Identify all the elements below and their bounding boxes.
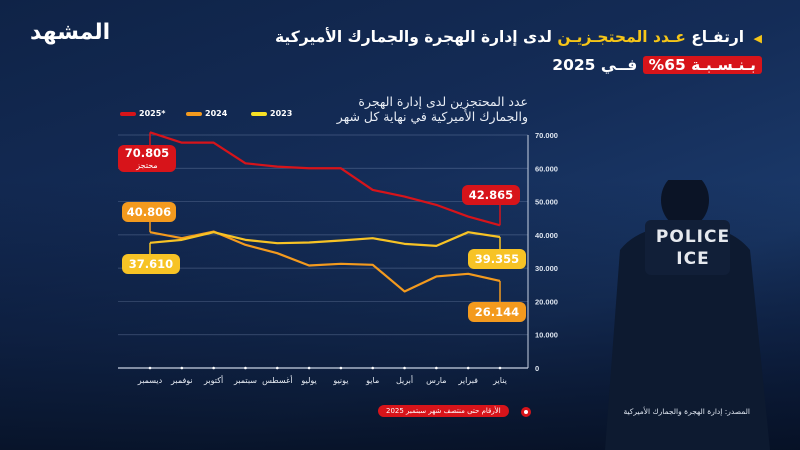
legend-item-2023: 2023	[251, 109, 292, 118]
triangle-bullet-icon: ◀	[753, 32, 762, 45]
x-tick-label: نوفمبر	[170, 376, 193, 385]
x-tick-label: ديسمبر	[137, 376, 163, 385]
chart-subtitle: عدد المحتجزين لدى إدارة الهجرة والجمارك …	[337, 94, 528, 124]
title-text-3: فــي 2025	[552, 56, 638, 74]
y-tick-label: 70.000	[535, 131, 558, 140]
page-title: ◀ ارتفـاع عـدد المحتجـزيـن لدى إدارة اله…	[275, 24, 762, 78]
x-tick-label: يناير	[492, 376, 507, 385]
y-tick-label: 50.000	[535, 198, 558, 207]
x-tick-mark	[148, 366, 152, 370]
x-tick-mark	[244, 366, 247, 370]
legend-swatch	[186, 111, 202, 116]
callout-box	[122, 202, 176, 222]
callout-box	[118, 145, 176, 172]
legend-item-2024: 2024	[186, 109, 227, 118]
brand-logo: المشهد	[30, 20, 111, 45]
legend-swatch	[251, 111, 267, 116]
x-tick-label: مايو	[365, 376, 379, 385]
x-tick-label: سبتمبر	[233, 376, 257, 385]
callout-value: 40.806	[127, 205, 171, 219]
x-tick-label: يونيو	[332, 376, 348, 385]
callout-value: 26.144	[475, 305, 519, 319]
note-bullet-icon	[521, 407, 531, 417]
ice-officer-image	[605, 180, 770, 450]
y-tick-label: 40.000	[535, 231, 558, 240]
title-highlight: عـدد المحتجـزيـن	[557, 28, 686, 46]
x-tick-label: يوليو	[300, 376, 316, 385]
title-text-1: ارتفـاع	[691, 28, 745, 46]
y-tick-label: 60.000	[535, 164, 558, 173]
legend-label: 2023	[270, 109, 293, 118]
x-tick-label: أبريل	[396, 375, 413, 385]
x-tick-mark	[275, 366, 279, 370]
x-tick-mark	[307, 366, 311, 370]
x-tick-mark	[403, 366, 406, 370]
x-tick-label: أغسطس	[262, 375, 292, 385]
title-line-1: ◀ ارتفـاع عـدد المحتجـزيـن لدى إدارة اله…	[275, 24, 762, 52]
subtitle-line-1: عدد المحتجزين لدى إدارة الهجرة	[358, 94, 528, 109]
x-tick-mark	[180, 366, 184, 370]
x-tick-mark	[466, 366, 470, 370]
title-percent-badge: بـنـسـبـة 65%	[642, 56, 762, 74]
source-text: المصدر: إدارة الهجرة والجمارك الأميركية	[623, 407, 750, 416]
callout-value: 70.805	[125, 146, 169, 160]
series-line-2025	[149, 131, 501, 227]
y-tick-label: 20.000	[535, 297, 558, 306]
callout-box	[122, 254, 180, 274]
title-line-2: بـنـسـبـة 65% فــي 2025	[275, 52, 762, 78]
y-tick-label: 10.000	[535, 331, 558, 340]
patch-ice: ICE	[676, 249, 710, 269]
x-tick-label: أكتوبر	[203, 375, 223, 385]
x-tick-mark	[339, 366, 343, 370]
legend-label: 2025*	[139, 109, 166, 118]
legend-swatch	[120, 111, 136, 116]
x-tick-mark	[371, 366, 375, 370]
callout-box	[462, 185, 520, 205]
x-tick-label: مارس	[426, 376, 446, 385]
callout-value: 42.865	[469, 188, 513, 202]
callout-box	[468, 302, 526, 322]
title-text-2: لدى إدارة الهجرة والجمارك الأميركية	[275, 28, 552, 46]
callout-box	[468, 249, 526, 269]
x-tick-mark	[435, 366, 438, 370]
legend-item-2025: 2025*	[120, 109, 165, 118]
subtitle-line-2: والجمارك الأميركية في نهاية كل شهر	[336, 109, 528, 124]
series-line-2023	[149, 231, 501, 247]
callout-unit: محتجز	[135, 161, 157, 170]
legend-label: 2024	[205, 109, 228, 118]
y-tick-label: 0	[535, 364, 539, 373]
x-tick-mark	[212, 366, 215, 370]
officer-patch-text: POLICE ICE	[648, 226, 738, 270]
callout-value: 39.355	[475, 252, 519, 266]
footer-note: الأرقام حتى منتصف شهر سبتمبر 2025	[378, 405, 509, 417]
callout-value: 37.610	[129, 257, 173, 271]
x-tick-label: فبراير	[457, 376, 478, 385]
x-tick-mark	[498, 366, 502, 370]
y-tick-label: 30.000	[535, 264, 558, 273]
patch-police: POLICE	[655, 227, 731, 247]
